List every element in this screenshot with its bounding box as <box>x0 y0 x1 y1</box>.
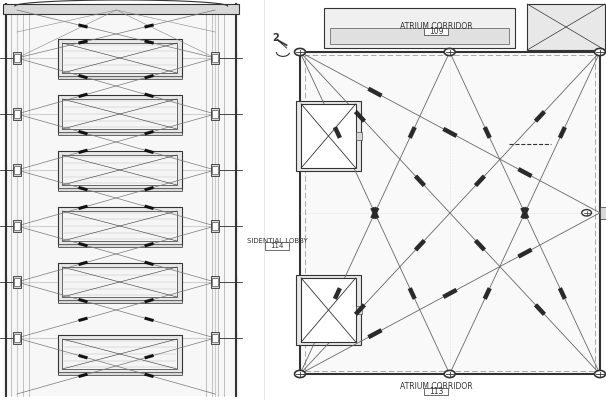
Bar <box>211 276 219 288</box>
Bar <box>356 306 362 314</box>
Bar <box>212 334 218 342</box>
Bar <box>212 54 218 62</box>
Bar <box>211 164 219 176</box>
Bar <box>3 4 239 396</box>
Bar <box>212 110 218 118</box>
Bar <box>14 278 20 286</box>
Bar <box>58 300 182 303</box>
Bar <box>212 222 218 230</box>
Bar <box>14 54 20 62</box>
Text: SIDENTIAL LOBBY: SIDENTIAL LOBBY <box>247 238 307 244</box>
Bar <box>3 4 239 14</box>
Bar <box>14 334 20 342</box>
Bar <box>305 55 595 371</box>
Bar <box>424 28 448 35</box>
Bar <box>58 151 182 189</box>
Circle shape <box>582 210 591 216</box>
Circle shape <box>295 370 305 378</box>
Bar <box>58 188 182 191</box>
Bar <box>62 211 177 241</box>
Bar <box>13 220 21 232</box>
Bar <box>58 244 182 247</box>
Text: 109: 109 <box>429 27 444 36</box>
Bar <box>58 372 182 375</box>
Bar <box>58 132 182 135</box>
Bar <box>600 207 606 219</box>
Bar <box>62 155 177 185</box>
Circle shape <box>444 48 455 56</box>
Circle shape <box>594 48 605 56</box>
Text: 113: 113 <box>429 387 444 396</box>
Bar <box>13 108 21 120</box>
Bar <box>14 166 20 174</box>
Bar <box>527 4 605 50</box>
Bar <box>424 388 448 395</box>
Circle shape <box>295 48 305 56</box>
Circle shape <box>594 370 605 378</box>
Bar <box>58 76 182 79</box>
Bar <box>296 101 361 171</box>
Bar <box>62 339 177 369</box>
Bar <box>14 222 20 230</box>
Bar <box>356 132 362 140</box>
Bar <box>62 43 177 73</box>
Text: ATRIUM CORRIDOR: ATRIUM CORRIDOR <box>400 22 473 31</box>
Bar <box>301 278 356 342</box>
Bar <box>13 332 21 344</box>
Bar <box>58 207 182 245</box>
Bar <box>265 242 289 250</box>
Text: 114: 114 <box>270 243 284 249</box>
Text: 2: 2 <box>272 33 279 43</box>
Bar <box>13 52 21 64</box>
Bar <box>211 220 219 232</box>
Bar <box>330 28 509 44</box>
Circle shape <box>444 370 455 378</box>
Bar <box>58 335 182 373</box>
Bar <box>324 8 515 48</box>
Bar <box>58 39 182 77</box>
Bar <box>212 278 218 286</box>
Bar <box>13 164 21 176</box>
Bar <box>58 95 182 133</box>
Bar <box>267 0 606 400</box>
Bar <box>301 104 356 168</box>
Bar <box>13 276 21 288</box>
Bar <box>62 267 177 297</box>
Bar <box>14 110 20 118</box>
Bar <box>212 166 218 174</box>
Bar <box>62 99 177 129</box>
Text: ATRIUM CORRIDOR: ATRIUM CORRIDOR <box>400 382 473 391</box>
Bar <box>211 332 219 344</box>
Bar <box>296 275 361 345</box>
Bar <box>211 108 219 120</box>
Bar <box>300 52 600 374</box>
Bar <box>58 263 182 301</box>
Bar <box>211 52 219 64</box>
